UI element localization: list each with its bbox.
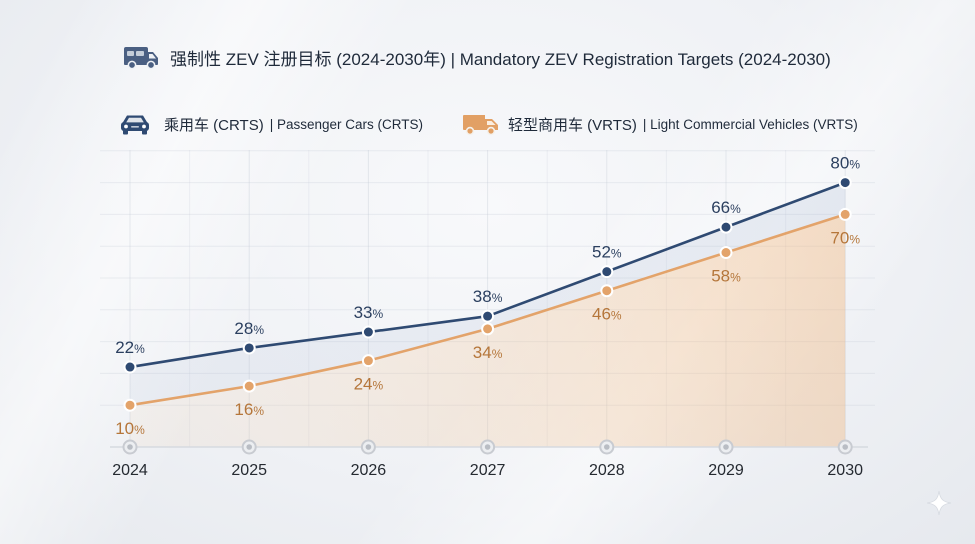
passenger-cars-point-2025 [242,341,256,355]
x-axis-marker-dot-2025 [246,444,252,450]
light-commercial-vehicles-label-2025: 16% [234,400,264,419]
x-axis-marker-dot-2024 [127,444,133,450]
light-commercial-vehicles-label-2027: 34% [473,343,503,362]
legend-car-icon [121,115,149,135]
light-commercial-vehicles-point-2024 [123,398,137,412]
legend-label-passenger-cars-en: | Passenger Cars (CRTS) [269,116,424,132]
light-commercial-vehicles-point-2026 [361,354,375,368]
chart-title-text: 强制性 ZEV 注册目标 (2024-2030年) | Mandatory ZE… [170,49,831,69]
legend-van-icon [463,115,498,136]
x-tick-label-2027: 2027 [470,462,506,479]
light-commercial-vehicles-label-2028: 46% [592,305,622,324]
passenger-cars-point-2030 [838,176,852,190]
legend-label-passenger-cars: 乘用车 (CRTS) [164,116,264,134]
chart-title: 强制性 ZEV 注册目标 (2024-2030年) | Mandatory ZE… [122,43,831,71]
x-axis: 2024 2025 2026 2027 2028 2029 2030 [110,439,868,479]
data-labels: 22% 28% 33% 38% 52% 66% 80% 10% 16% 24% 34% 46% 58% 7… [115,154,860,439]
x-axis-marker-dot-2027 [484,444,491,450]
legend-label-light-commercial-vehicles: 轻型商用车 (VRTS) [508,116,637,134]
passenger-cars-label-2025: 28% [234,319,264,338]
passenger-cars-point-2026 [361,325,375,339]
light-commercial-vehicles-point-2025 [242,379,256,393]
passenger-cars-label-2026: 33% [354,303,384,322]
passenger-cars-label-2027: 38% [473,287,503,306]
series-points [123,176,852,412]
passenger-cars-point-2027 [481,309,495,323]
sparkle-icon [926,490,952,516]
light-commercial-vehicles-point-2028 [600,284,614,298]
x-axis-marker-dot-2030 [842,444,848,450]
x-tick-label-2025: 2025 [231,462,267,479]
x-tick-label-2030: 2030 [827,462,863,479]
light-commercial-vehicles-label-2026: 24% [354,375,384,394]
x-tick-label-2024: 2024 [112,462,148,479]
passenger-cars-point-2024 [123,360,137,374]
x-tick-label-2029: 2029 [708,462,744,479]
x-tick-label-2028: 2028 [589,462,625,479]
passenger-cars-point-2028 [600,265,614,279]
area-between-series [130,182,846,406]
light-commercial-vehicles-label-2029: 58% [711,267,741,286]
x-axis-marker-dot-2029 [723,444,729,450]
passenger-cars-label-2029: 66% [711,198,741,217]
x-axis-marker-dot-2028 [604,444,610,450]
light-commercial-vehicles-label-2024: 10% [115,419,145,438]
x-tick-label-2026: 2026 [351,462,387,479]
passenger-cars-label-2028: 52% [592,243,622,262]
x-axis-marker-dot-2026 [365,444,372,450]
legend-item-passenger-cars: 乘用车 (CRTS) | Passenger Cars (CRTS) [120,112,423,136]
light-commercial-vehicles-point-2029 [719,246,733,260]
legend-item-light-commercial-vehicles: 轻型商用车 (VRTS) | Light Commercial Vehicles… [462,112,858,136]
title-van-icon [124,47,158,70]
passenger-cars-label-2030: 80% [830,154,860,173]
light-commercial-vehicles-label-2030: 70% [830,228,860,247]
legend-label-light-commercial-vehicles-en: | Light Commercial Vehicles (VRTS) [642,116,858,132]
passenger-cars-point-2029 [719,220,733,234]
light-commercial-vehicles-point-2027 [481,322,495,336]
passenger-cars-label-2024: 22% [115,338,145,357]
light-commercial-vehicles-point-2030 [838,207,852,221]
